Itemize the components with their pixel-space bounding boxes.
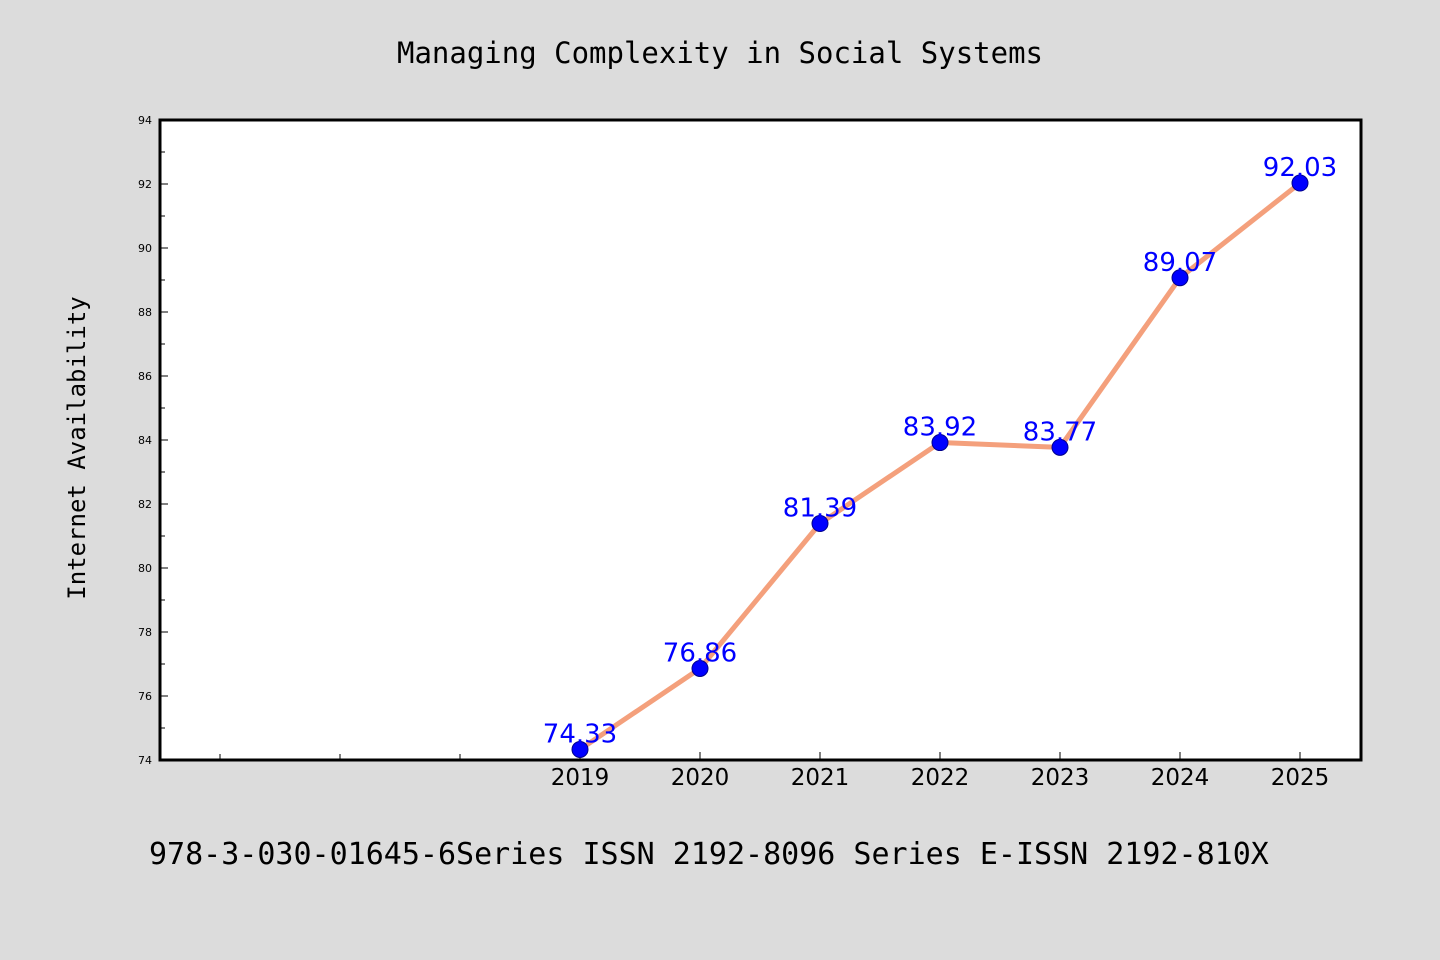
y-tick-label: 86 bbox=[138, 370, 152, 383]
y-tick-label: 88 bbox=[138, 306, 152, 319]
data-label: 76.86 bbox=[663, 638, 737, 668]
y-tick-label: 94 bbox=[138, 114, 152, 127]
y-tick-label: 78 bbox=[138, 626, 152, 639]
y-axis: 74 76 78 80 82 84 86 88 90 92 94 bbox=[138, 114, 168, 767]
x-axis: 2019 2020 2021 2022 2023 2024 2025 bbox=[219, 752, 1330, 791]
data-point bbox=[1171, 269, 1189, 287]
data-label: 74.33 bbox=[543, 719, 617, 749]
data-point bbox=[1051, 438, 1069, 456]
x-tick-label: 2020 bbox=[671, 765, 730, 791]
x-tick-label: 2024 bbox=[1151, 765, 1210, 791]
series-group: 74.33 76.86 81.39 83.92 83.77 89.07 92.03 bbox=[543, 153, 1337, 758]
y-tick-label: 92 bbox=[138, 178, 152, 191]
data-point bbox=[691, 659, 709, 677]
data-point bbox=[811, 515, 829, 533]
y-tick-label: 90 bbox=[138, 242, 152, 255]
data-label: 83.77 bbox=[1023, 417, 1097, 447]
y-tick-label: 76 bbox=[138, 690, 152, 703]
x-tick-label: 2019 bbox=[551, 765, 610, 791]
data-point bbox=[931, 434, 949, 452]
x-tick-label: 2022 bbox=[911, 765, 970, 791]
footer-text: 978-3-030-01645-6Series ISSN 2192-8096 S… bbox=[149, 837, 1269, 872]
data-point bbox=[1291, 174, 1309, 192]
data-label: 83.92 bbox=[903, 413, 977, 443]
data-label: 81.39 bbox=[783, 494, 857, 524]
plot-area bbox=[158, 118, 1363, 762]
y-tick-label: 84 bbox=[138, 434, 152, 447]
data-label: 92.03 bbox=[1263, 153, 1337, 183]
x-tick-label: 2021 bbox=[791, 765, 850, 791]
x-tick-label: 2025 bbox=[1271, 765, 1330, 791]
y-tick-label: 74 bbox=[138, 754, 152, 767]
data-label: 89.07 bbox=[1143, 248, 1217, 278]
chart-title: Managing Complexity in Social Systems bbox=[397, 36, 1043, 70]
y-tick-label: 80 bbox=[138, 562, 152, 575]
y-axis-label: Internet Availability bbox=[63, 296, 91, 599]
data-point bbox=[571, 740, 589, 758]
x-tick-label: 2023 bbox=[1031, 765, 1090, 791]
y-tick-label: 82 bbox=[138, 498, 152, 511]
